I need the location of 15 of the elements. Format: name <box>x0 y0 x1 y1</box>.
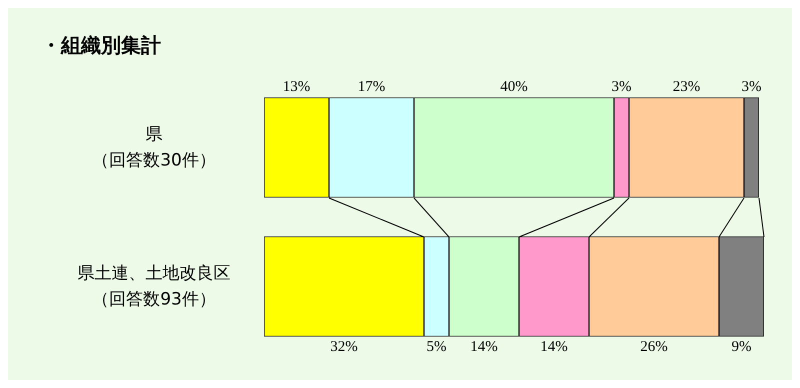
data-label: 26% <box>640 339 668 355</box>
data-label: 5% <box>426 339 446 355</box>
data-label: 9% <box>732 339 752 355</box>
data-label: 14% <box>540 339 568 355</box>
data-label: 13% <box>282 79 310 95</box>
y-tick-label: 県土連、土地改良区（回答数93件） <box>78 264 230 310</box>
data-label: 14% <box>470 339 498 355</box>
data-label: 40% <box>500 79 528 95</box>
y-tick-label: 県（回答数30件） <box>92 124 216 170</box>
data-label: 23% <box>672 79 700 95</box>
data-label: 3% <box>612 79 632 95</box>
data-label: 3% <box>742 79 762 95</box>
data-label: 17% <box>358 79 386 95</box>
text: ・組織別集計 <box>41 33 161 57</box>
data-label: 32% <box>330 339 358 355</box>
